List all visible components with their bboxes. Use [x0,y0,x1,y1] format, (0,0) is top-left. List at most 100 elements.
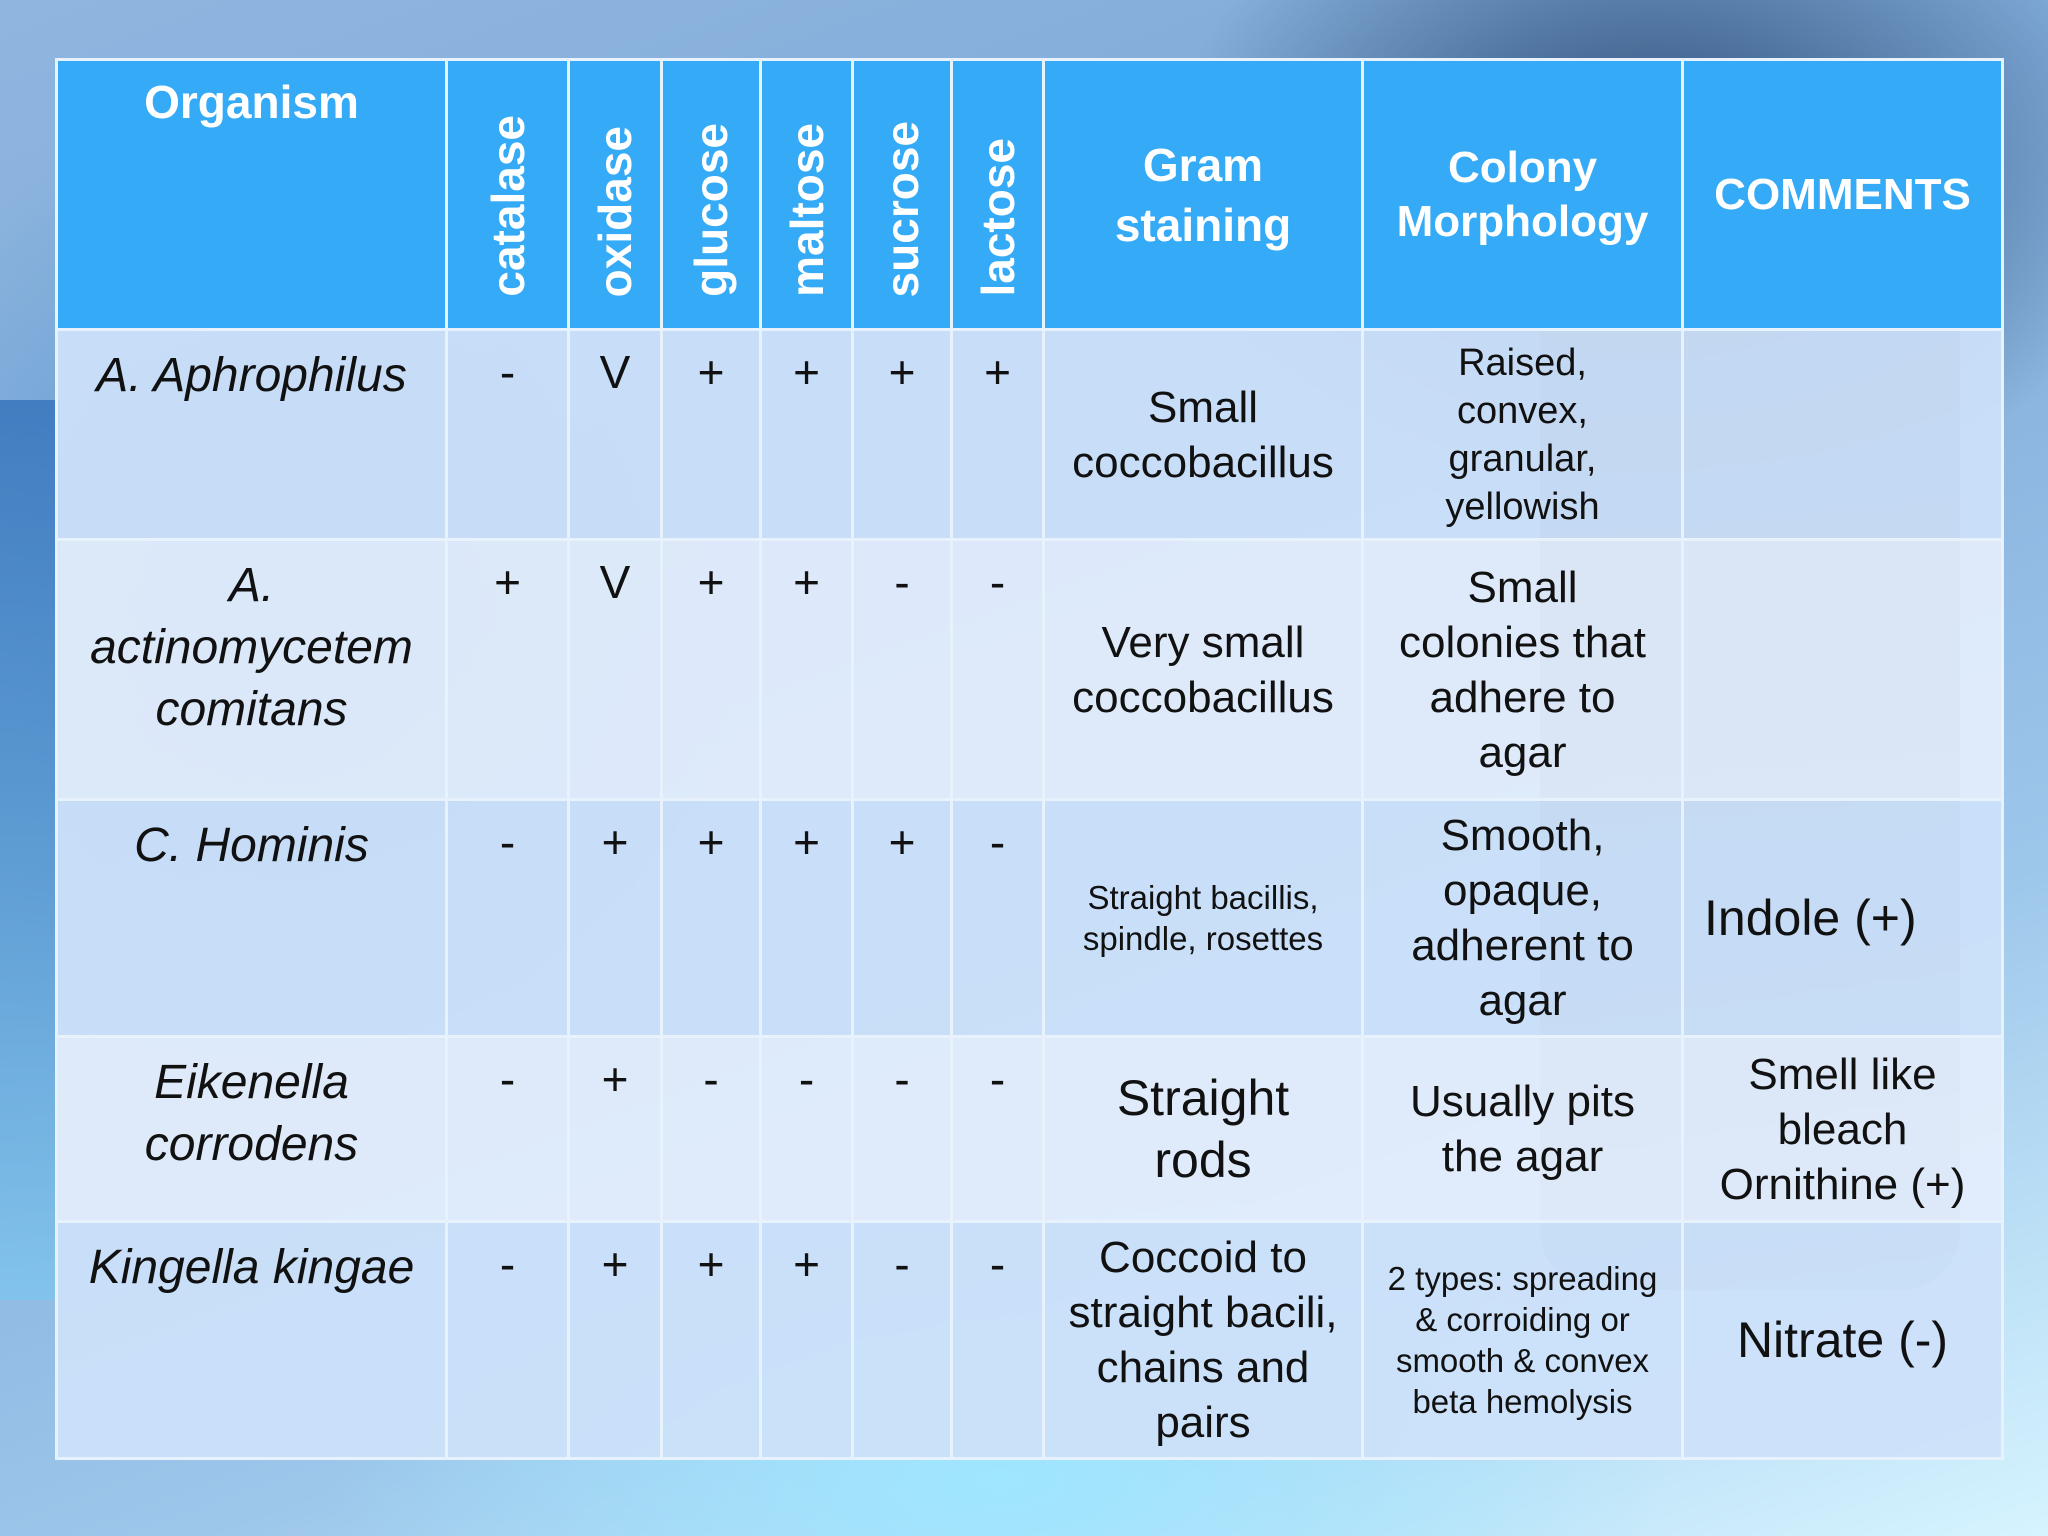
header-catalase-label: catalase [481,115,534,297]
colony-line: colonies that [1398,617,1647,667]
table-row: Kingella kingae - + + + - - Coccoid to s… [55,1220,2004,1460]
colony-morphology-cell: Usually pits the agar [1361,1035,1684,1223]
glucose-cell: + [660,328,762,541]
lactose-cell: + [950,328,1045,541]
colony-line: convex, [1457,389,1588,432]
background-shape-left [0,400,60,1300]
colony-line: Smooth, [1440,811,1605,860]
header-catalase: catalase [445,58,570,331]
comments-cell: Indole (+) [1681,798,2004,1038]
gram-line: straight bacili, [1068,1288,1338,1337]
comment-line: Smell like [1748,1049,1937,1099]
glucose-cell: + [660,1220,762,1460]
comment-line: Indole (+) [1704,890,1917,946]
colony-line: agar [1478,727,1567,777]
header-gram-line1: Gram [1142,138,1264,191]
header-organism: Organism [55,58,448,331]
header-oxidase: oxidase [567,58,663,331]
header-oxidase-label: oxidase [589,125,641,297]
colony-morphology-cell: Raised, convex, granular, yellowish [1361,328,1684,541]
colony-morphology-cell: Small colonies that adhere to agar [1361,538,1684,801]
maltose-cell: + [759,1220,854,1460]
catalase-cell: - [445,1035,570,1223]
colony-morphology-cell: 2 types: spreading & corroiding or smoot… [1361,1220,1684,1460]
oxidase-cell: V [567,538,663,801]
organism-cell: C. Hominis [55,798,448,1038]
oxidase-cell: + [567,798,663,1038]
sucrose-cell: - [851,538,953,801]
colony-line: opaque, [1442,866,1603,915]
sucrose-cell: - [851,1220,953,1460]
organism-line: comitans [155,683,348,736]
organism-line: A. [228,559,275,612]
header-comments: COMMENTS [1681,58,2004,331]
comment-line: Nitrate (-) [1736,1312,1949,1368]
maltose-cell: + [759,538,854,801]
organism-line: corrodens [144,1118,359,1171]
colony-line: agar [1478,976,1567,1025]
colony-line: adherent to [1411,921,1634,970]
header-lactose-label: lactose [971,138,1024,297]
gram-line: Very small [1101,617,1305,667]
gram-line: coccobacillus [1072,672,1334,722]
colony-line: beta hemolysis [1412,1383,1633,1420]
header-gram-line2: staining [1114,198,1292,251]
organism-cell: Kingella kingae [55,1220,448,1460]
gram-line: pairs [1155,1398,1251,1447]
organism-line: C. Hominis [134,819,369,872]
colony-line: Raised, [1458,341,1587,384]
gram-line: Straight bacillis, [1087,879,1319,916]
header-colony-line2: Morphology [1396,196,1649,246]
organism-cell: A. Aphrophilus [55,328,448,541]
header-sucrose: sucrose [851,58,953,331]
glucose-cell: + [660,538,762,801]
header-glucose: glucose [660,58,762,331]
sucrose-cell: + [851,328,953,541]
lactose-cell: - [950,1220,1045,1460]
comments-cell [1681,538,2004,801]
header-gram-staining: Gram staining [1042,58,1364,331]
oxidase-cell: + [567,1035,663,1223]
oxidase-cell: + [567,1220,663,1460]
gram-staining-cell: Straight bacillis, spindle, rosettes [1042,798,1364,1038]
gram-staining-cell: Small coccobacillus [1042,328,1364,541]
catalase-cell: - [445,328,570,541]
header-sucrose-label: sucrose [876,120,928,297]
lactose-cell: - [950,798,1045,1038]
organism-line: Kingella kingae [88,1241,415,1294]
organism-line: A. Aphrophilus [96,349,407,402]
gram-staining-cell: Very small coccobacillus [1042,538,1364,801]
colony-line: yellowish [1445,485,1600,528]
catalase-cell: + [445,538,570,801]
lactose-cell: - [950,1035,1045,1223]
comment-line: bleach [1777,1104,1908,1154]
table-row: Eikenella corrodens - + - - - - Straight… [55,1035,2004,1223]
maltose-cell: + [759,798,854,1038]
gram-line: Small [1147,382,1259,432]
header-maltose-label: maltose [780,123,833,297]
organism-line: actinomycetem [90,621,413,674]
gram-line: rods [1154,1132,1252,1188]
gram-line: coccobacillus [1072,437,1334,487]
organism-cell: A. actinomycetem comitans [55,538,448,801]
colony-line: & corroiding or [1415,1301,1630,1338]
header-maltose: maltose [759,58,854,331]
header-colony-line1: Colony [1447,142,1598,192]
table-row: C. Hominis - + + + + - Straight bacillis… [55,798,2004,1038]
sucrose-cell: + [851,798,953,1038]
organism-line: Eikenella [154,1056,349,1109]
gram-line: chains and [1096,1343,1310,1392]
header-row: Organism catalase oxidase glucose maltos… [55,58,2004,331]
colony-line: adhere to [1429,672,1616,722]
gram-line: Straight [1116,1070,1290,1126]
comments-cell: Nitrate (-) [1681,1220,2004,1460]
bacteria-comparison-table: Organism catalase oxidase glucose maltos… [55,58,2004,1460]
colony-line: Usually pits [1410,1077,1635,1126]
oxidase-cell: V [567,328,663,541]
header-lactose: lactose [950,58,1045,331]
lactose-cell: - [950,538,1045,801]
organism-cell: Eikenella corrodens [55,1035,448,1223]
catalase-cell: - [445,1220,570,1460]
colony-line: granular, [1448,437,1597,480]
header-colony-morphology: Colony Morphology [1361,58,1684,331]
